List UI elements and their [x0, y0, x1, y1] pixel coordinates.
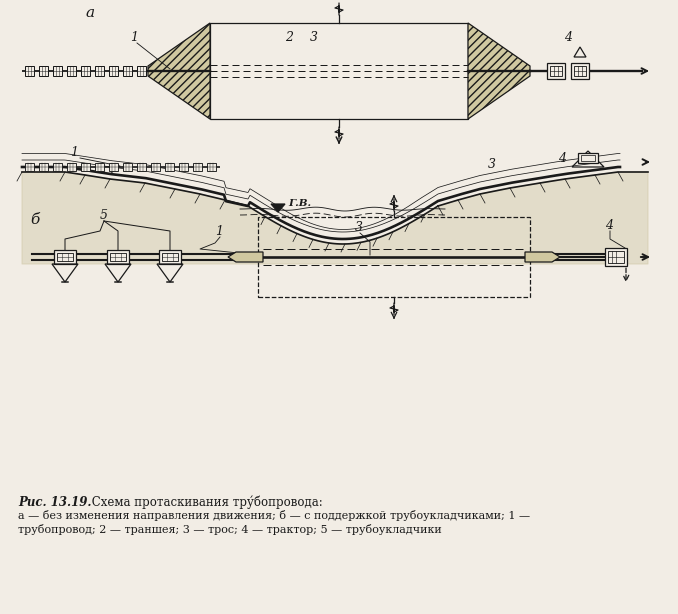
FancyBboxPatch shape — [151, 163, 160, 171]
Text: 1: 1 — [70, 146, 78, 159]
Bar — [159, 250, 181, 264]
FancyBboxPatch shape — [67, 66, 76, 76]
Bar — [550, 66, 562, 76]
FancyBboxPatch shape — [165, 163, 174, 171]
Bar — [107, 250, 129, 264]
Bar — [547, 63, 565, 79]
Text: Г.В.: Г.В. — [288, 199, 311, 208]
FancyBboxPatch shape — [123, 163, 132, 171]
FancyBboxPatch shape — [39, 66, 48, 76]
Bar — [110, 253, 126, 261]
Bar — [578, 153, 598, 163]
FancyBboxPatch shape — [67, 163, 76, 171]
Polygon shape — [22, 172, 648, 264]
Polygon shape — [228, 252, 263, 262]
FancyBboxPatch shape — [25, 66, 34, 76]
Bar — [581, 155, 595, 161]
FancyBboxPatch shape — [123, 66, 132, 76]
FancyBboxPatch shape — [25, 163, 34, 171]
FancyBboxPatch shape — [137, 163, 146, 171]
Text: 3: 3 — [310, 31, 318, 44]
FancyBboxPatch shape — [81, 66, 90, 76]
Bar — [571, 63, 589, 79]
Text: а: а — [85, 6, 94, 20]
Bar — [210, 23, 468, 119]
Bar — [162, 253, 178, 261]
Text: 4: 4 — [564, 31, 572, 44]
FancyBboxPatch shape — [207, 163, 216, 171]
Text: 2: 2 — [285, 31, 293, 44]
Bar — [608, 251, 624, 263]
Text: 5: 5 — [100, 209, 108, 222]
Text: 4: 4 — [558, 152, 566, 165]
FancyBboxPatch shape — [53, 163, 62, 171]
Bar — [54, 250, 76, 264]
Polygon shape — [525, 252, 560, 262]
Text: 4: 4 — [605, 219, 613, 232]
Text: а — без изменения направления движения; б — с поддержкой трубоукладчиками; 1 —: а — без изменения направления движения; … — [18, 510, 530, 521]
FancyBboxPatch shape — [193, 163, 202, 171]
Text: 3: 3 — [488, 158, 496, 171]
Text: 3: 3 — [355, 221, 363, 234]
FancyBboxPatch shape — [109, 163, 118, 171]
Bar — [258, 217, 530, 297]
Text: трубопровод; 2 — траншея; 3 — трос; 4 — трактор; 5 — трубоукладчики: трубопровод; 2 — траншея; 3 — трос; 4 — … — [18, 524, 442, 535]
Bar — [57, 253, 73, 261]
Text: Рис. 13.19.: Рис. 13.19. — [18, 496, 92, 509]
FancyBboxPatch shape — [53, 66, 62, 76]
FancyBboxPatch shape — [179, 163, 188, 171]
Polygon shape — [468, 23, 530, 119]
Polygon shape — [271, 204, 285, 212]
Text: Схема протаскивания тру́бопровода:: Схема протаскивания тру́бопровода: — [88, 495, 323, 509]
Text: 1: 1 — [215, 225, 223, 238]
FancyBboxPatch shape — [137, 66, 146, 76]
Polygon shape — [148, 23, 210, 119]
Bar — [574, 66, 586, 76]
FancyBboxPatch shape — [39, 163, 48, 171]
FancyBboxPatch shape — [109, 66, 118, 76]
FancyBboxPatch shape — [95, 163, 104, 171]
Text: б: б — [30, 213, 39, 227]
Bar — [605, 248, 627, 266]
FancyBboxPatch shape — [81, 163, 90, 171]
Text: 1: 1 — [130, 31, 138, 44]
FancyBboxPatch shape — [95, 66, 104, 76]
